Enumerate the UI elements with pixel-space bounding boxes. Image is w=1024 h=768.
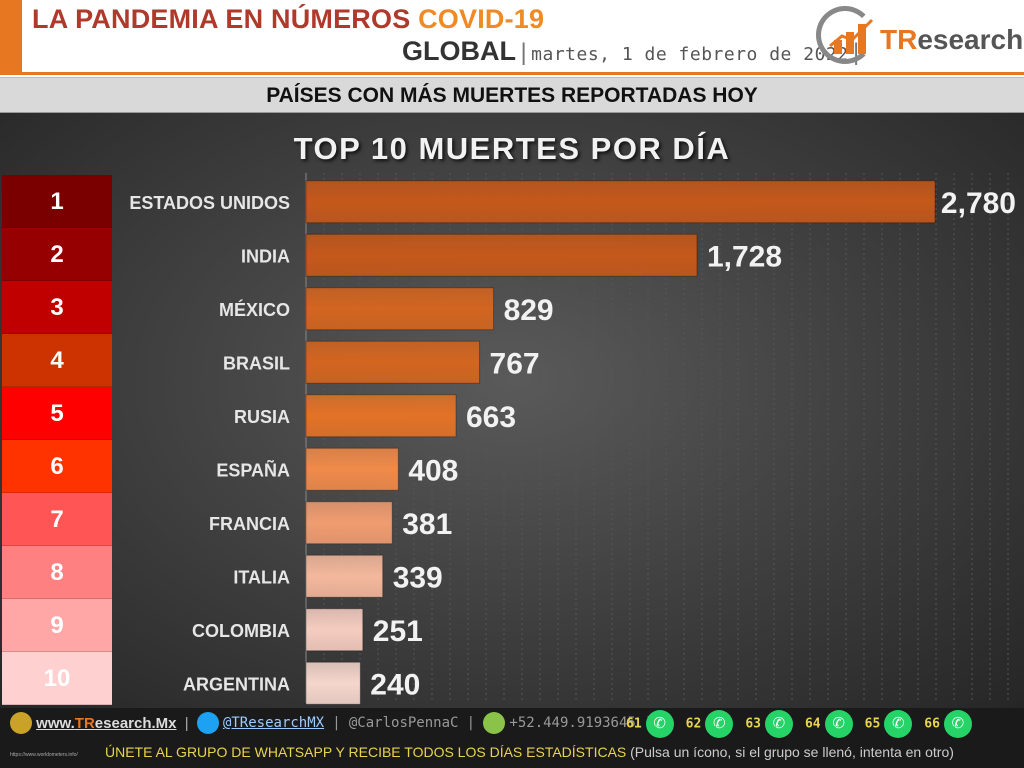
header: LA PANDEMIA EN NÚMEROS COVID-19 GLOBAL |… (0, 0, 1024, 75)
scope-label: GLOBAL (402, 36, 516, 66)
value-label: 339 (393, 561, 443, 594)
globe-icon (10, 712, 32, 734)
rank-cell: 2 (2, 228, 112, 281)
tresearch-logo: TResearch (816, 4, 1024, 68)
whatsapp-group-button[interactable]: 61 ✆ (626, 710, 674, 738)
whatsapp-group-button[interactable]: 65 ✆ (865, 710, 913, 738)
value-label: 663 (466, 401, 516, 434)
phone-icon (483, 712, 506, 734)
whatsapp-group-button[interactable]: 62 ✆ (686, 710, 734, 738)
title-accent: COVID-19 (418, 4, 545, 34)
bar (305, 447, 399, 491)
whatsapp-icon: ✆ (764, 710, 793, 738)
header-accent-bar (0, 0, 22, 72)
whatsapp-group-button[interactable]: 66 ✆ (924, 710, 972, 738)
rank-cell: 7 (2, 493, 112, 546)
date-label: martes, 1 de febrero de 2022 (531, 44, 849, 65)
whatsapp-group-number: 61 (626, 716, 642, 732)
bar-chart: ESTADOS UNIDOS 2,780 INDIA 1,728 MÉXICO 829 BR… (129, 173, 1016, 705)
whatsapp-icon: ✆ (824, 710, 853, 738)
whatsapp-group-number: 62 (685, 716, 702, 732)
subtitle: GLOBAL | martes, 1 de febrero de 2022 | (402, 36, 859, 67)
category-label: ESPAÑA (216, 459, 290, 480)
rank-cell: 10 (2, 652, 112, 705)
bar (305, 287, 495, 331)
rank-cell: 6 (2, 440, 112, 493)
whatsapp-icon: ✆ (884, 710, 913, 738)
separator: | (520, 39, 527, 66)
bar (305, 501, 393, 545)
rank-cell: 1 (2, 175, 112, 228)
whatsapp-group-number: 63 (745, 716, 761, 732)
rank-cell: 4 (2, 334, 112, 387)
footer-invite: ÚNETE AL GRUPO DE WHATSAPP Y RECIBE TODO… (105, 744, 954, 760)
whatsapp-group-number: 64 (804, 716, 821, 732)
phone-number[interactable]: +52.449.9193645 (509, 715, 636, 731)
value-label: 767 (490, 347, 540, 380)
category-label: ESTADOS UNIDOS (129, 193, 290, 213)
bar (305, 233, 698, 277)
bar (305, 554, 384, 598)
page-title: LA PANDEMIA EN NÚMEROS COVID-19 (32, 4, 544, 35)
logo-ring-icon (816, 6, 874, 64)
whatsapp-group-button[interactable]: 64 ✆ (805, 710, 853, 738)
category-label: ARGENTINA (183, 674, 290, 694)
value-label: 381 (402, 508, 452, 541)
twitter-link[interactable]: @TResearchMX (222, 715, 325, 731)
website-link[interactable]: www.TResearch.Mx (36, 714, 177, 732)
category-label: MÉXICO (219, 299, 290, 320)
category-label: BRASIL (223, 353, 290, 373)
twitter-icon (196, 712, 219, 734)
value-label: 240 (370, 668, 420, 701)
footer: www.TResearch.Mx | @TResearchMX | @Carlo… (0, 708, 1024, 768)
rank-cell: 5 (2, 387, 112, 440)
value-label: 1,728 (707, 240, 782, 273)
whatsapp-icon: ✆ (943, 710, 972, 738)
whatsapp-group-number: 65 (864, 716, 881, 732)
value-label: 408 (408, 454, 458, 487)
whatsapp-icon: ✆ (705, 710, 734, 738)
category-label: FRANCIA (209, 514, 290, 534)
whatsapp-groups: 61 ✆ 62 ✆ 63 ✆ 64 ✆ 65 ✆ 66 ✆ (626, 710, 984, 742)
section-banner: PAÍSES CON MÁS MUERTES REPORTADAS HOY (0, 77, 1024, 113)
invite-note: (Pulsa un ícono, si el grupo se llenó, i… (630, 744, 954, 760)
value-label: 251 (373, 615, 423, 648)
title-main: LA PANDEMIA EN NÚMEROS (32, 4, 411, 34)
category-label: RUSIA (234, 407, 290, 427)
whatsapp-group-button[interactable]: 63 ✆ (745, 710, 793, 738)
rank-cell: 8 (2, 546, 112, 599)
whatsapp-icon: ✆ (645, 710, 674, 738)
rank-cell: 9 (2, 599, 112, 652)
personal-handle[interactable]: @CarlosPennaC (348, 715, 459, 731)
category-label: INDIA (241, 246, 290, 266)
source-url[interactable]: https://www.worldometers.info/ (10, 752, 78, 758)
invite-text: ÚNETE AL GRUPO DE WHATSAPP Y RECIBE TODO… (105, 744, 627, 760)
category-label: COLOMBIA (192, 621, 290, 641)
value-label: 829 (504, 294, 554, 327)
chart-title: TOP 10 MUERTES POR DÍA (293, 131, 731, 166)
category-label: ITALIA (233, 567, 290, 587)
bar (305, 180, 936, 224)
header-divider (0, 72, 1024, 75)
bar (305, 661, 361, 705)
value-label: 2,780 (941, 187, 1016, 220)
bar (305, 394, 457, 438)
rank-cell: 3 (2, 281, 112, 334)
bar (305, 340, 481, 384)
rank-column: 1 2 3 4 5 6 7 8 9 10 (2, 175, 112, 705)
chart-area: TOP 10 MUERTES POR DÍA 1 2 3 4 5 6 7 8 9 10 ESTAD… (0, 113, 1024, 708)
logo-text: TResearch (880, 24, 1024, 55)
bar (305, 608, 364, 652)
whatsapp-group-number: 66 (924, 716, 940, 732)
logo-bars-icon (829, 18, 874, 54)
footer-contacts: www.TResearch.Mx | @TResearchMX | @Carlo… (10, 712, 656, 742)
